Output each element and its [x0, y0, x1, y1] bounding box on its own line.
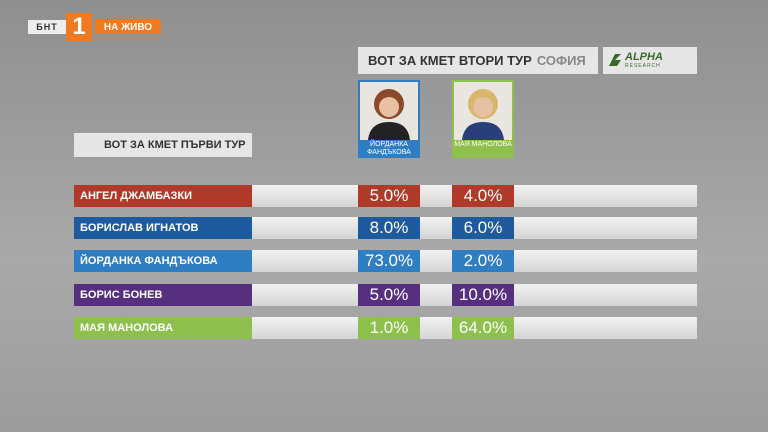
candidate-name: ЙОРДАНКА ФАНДЪКОВА: [367, 141, 411, 156]
live-badge: НА ЖИВО: [95, 20, 161, 34]
row-name: БОРИС БОНЕВ: [74, 284, 252, 306]
header-title: ВОТ ЗА КМЕТ ВТОРИ ТУР: [368, 53, 532, 68]
value-cell: 10.0%: [452, 284, 514, 306]
row-name: БОРИСЛАВ ИГНАТОВ: [74, 217, 252, 239]
table-title: ВОТ ЗА КМЕТ ПЪРВИ ТУР: [74, 133, 252, 157]
value-cell: 2.0%: [452, 250, 514, 272]
candidate: МАЯ МАНОЛОВА: [452, 80, 514, 158]
value-cell: 5.0%: [358, 284, 420, 306]
value-cell: 4.0%: [452, 185, 514, 207]
candidate-photo: [360, 82, 418, 140]
brand-sub: RESEARCH: [625, 63, 661, 69]
channel-number: 1: [66, 13, 92, 41]
value-cell: 5.0%: [358, 185, 420, 207]
header: ВОТ ЗА КМЕТ ВТОРИ ТУР СОФИЯ: [358, 47, 598, 74]
value-cell: 1.0%: [358, 317, 420, 339]
value-cell: 8.0%: [358, 217, 420, 239]
candidate: ЙОРДАНКА ФАНДЪКОВА: [358, 80, 420, 158]
value-cell: 73.0%: [358, 250, 420, 272]
row-name: ЙОРДАНКА ФАНДЪКОВА: [74, 250, 252, 272]
brand: ALPHA RESEARCH: [603, 47, 697, 74]
candidate-name: МАЯ МАНОЛОВА: [454, 141, 512, 148]
header-city: СОФИЯ: [536, 53, 586, 68]
brand-name: ALPHA: [625, 51, 663, 63]
value-cell: 6.0%: [452, 217, 514, 239]
row-name: МАЯ МАНОЛОВА: [74, 317, 252, 339]
channel-logo: БНТ: [28, 20, 66, 34]
candidate-photo: [454, 82, 512, 140]
value-cell: 64.0%: [452, 317, 514, 339]
brand-icon: [609, 54, 621, 66]
row-name: АНГЕЛ ДЖАМБАЗКИ: [74, 185, 252, 207]
